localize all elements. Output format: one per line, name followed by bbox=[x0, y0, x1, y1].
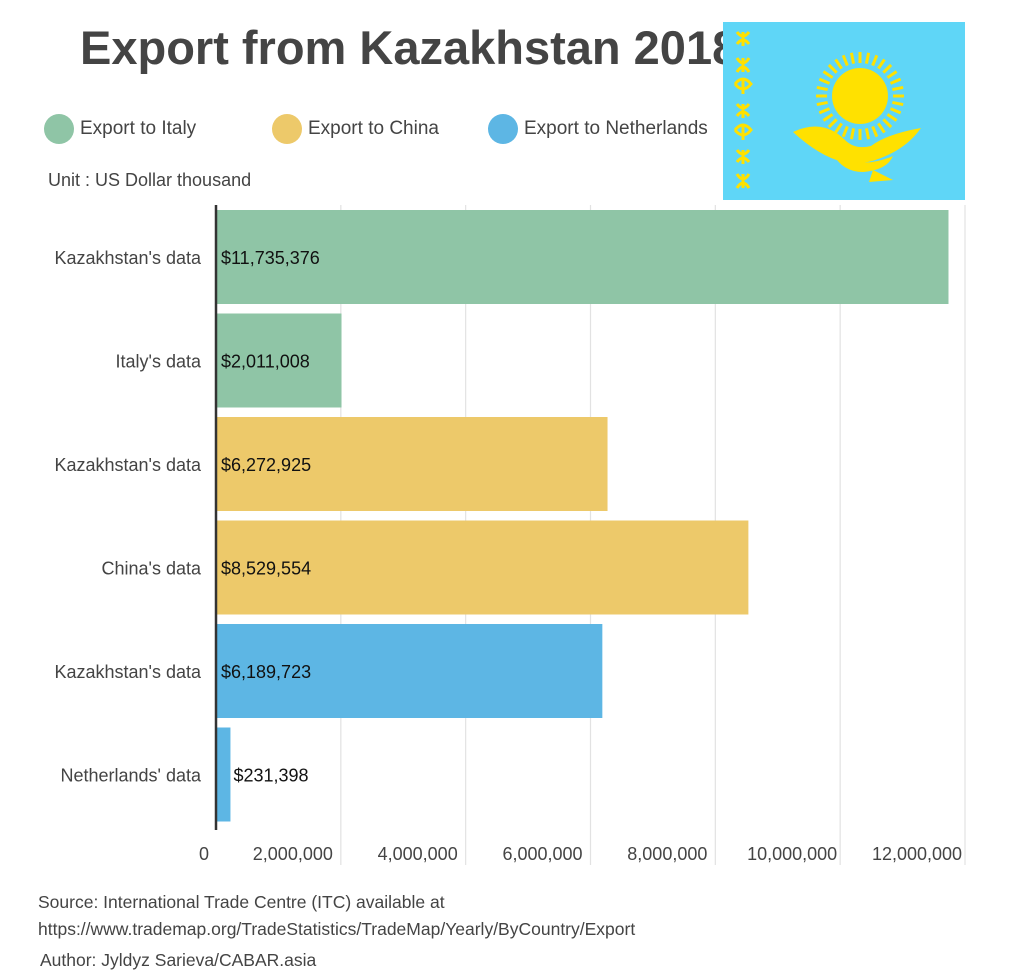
bar bbox=[216, 520, 749, 615]
legend-item-italy: Export to Italy bbox=[44, 114, 196, 144]
category-label: Netherlands' data bbox=[60, 766, 202, 786]
legend-swatch-china bbox=[272, 114, 302, 144]
x-tick-label: 8,000,000 bbox=[627, 844, 707, 864]
x-tick-label: 0 bbox=[199, 844, 209, 864]
unit-label: Unit : US Dollar thousand bbox=[48, 170, 252, 190]
bar bbox=[216, 624, 603, 718]
legend-label-china: Export to China bbox=[308, 118, 439, 139]
legend-swatch-netherlands bbox=[488, 114, 518, 144]
chart-title: Export from Kazakhstan 2018 bbox=[80, 21, 739, 74]
legend-label-italy: Export to Italy bbox=[80, 118, 197, 139]
value-label: $8,529,554 bbox=[221, 559, 311, 579]
value-label: $6,189,723 bbox=[221, 662, 311, 682]
category-label: Kazakhstan's data bbox=[54, 662, 202, 682]
category-label: Kazakhstan's data bbox=[54, 455, 202, 475]
bar bbox=[216, 313, 342, 408]
category-label: Kazakhstan's data bbox=[54, 248, 202, 268]
x-tick-label: 2,000,000 bbox=[253, 844, 333, 864]
source-line-1: Source: International Trade Centre (ITC)… bbox=[38, 892, 445, 912]
bars bbox=[216, 210, 949, 822]
value-label: $11,735,376 bbox=[221, 248, 320, 268]
x-tick-label: 4,000,000 bbox=[378, 844, 458, 864]
kazakhstan-flag-icon bbox=[723, 22, 965, 200]
x-tick-label: 10,000,000 bbox=[747, 844, 837, 864]
legend: Export to Italy Export to China Export t… bbox=[44, 114, 724, 148]
bar bbox=[216, 727, 231, 822]
value-label: $6,272,925 bbox=[221, 455, 311, 475]
legend-swatch-italy bbox=[44, 114, 74, 144]
value-label: $2,011,008 bbox=[221, 352, 310, 372]
bar bbox=[216, 210, 949, 304]
value-labels: $11,735,376 $2,011,008 $6,272,925 $8,529,55… bbox=[221, 248, 320, 786]
category-labels: Kazakhstan's data Italy's data Kazakhstan'… bbox=[54, 248, 202, 786]
legend-item-china: Export to China bbox=[272, 114, 439, 144]
bar-chart: Kazakhstan's data Italy's data Kazakhstan'… bbox=[54, 205, 966, 865]
category-label: Italy's data bbox=[116, 352, 202, 372]
x-tick-label: 6,000,000 bbox=[502, 844, 582, 864]
bar bbox=[216, 417, 608, 511]
author-credit: Author: Jyldyz Sarieva/CABAR.asia bbox=[40, 950, 317, 970]
x-tick-label: 12,000,000 bbox=[872, 844, 962, 864]
legend-item-netherlands: Export to Netherlands bbox=[488, 114, 708, 144]
category-label: China's data bbox=[101, 559, 201, 579]
legend-label-netherlands: Export to Netherlands bbox=[524, 118, 708, 139]
source-line-2: https://www.trademap.org/TradeStatistics… bbox=[38, 919, 636, 939]
value-label: $231,398 bbox=[233, 766, 308, 786]
x-tick-labels: 0 2,000,000 4,000,000 6,000,000 8,000,000 10,… bbox=[199, 844, 962, 864]
